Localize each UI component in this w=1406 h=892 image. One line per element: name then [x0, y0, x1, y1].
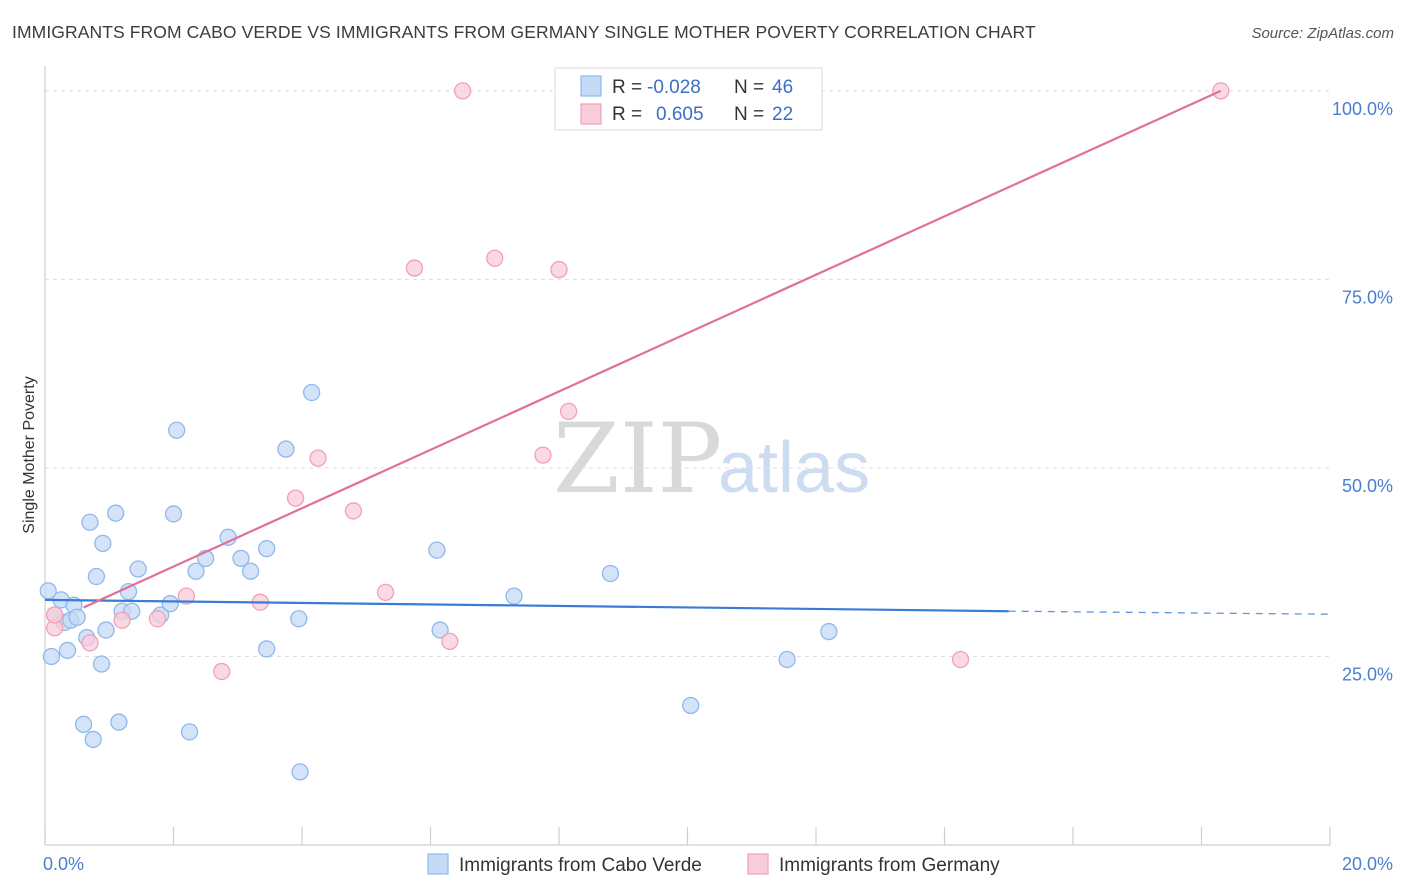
x-tick-labels: 0.0% 20.0% — [43, 854, 1393, 874]
point-series0-5 — [58, 641, 77, 660]
bottom-legend-label-cabo-verde: Immigrants from Cabo Verde — [459, 855, 702, 876]
y-tick-labels: 25.0% 50.0% 75.0% 100.0% — [1332, 99, 1393, 685]
chart-title: IMMIGRANTS FROM CABO VERDE VS IMMIGRANTS… — [12, 22, 1036, 42]
point-series1-11 — [376, 583, 395, 602]
legend-n-label-1: N = — [734, 77, 764, 98]
point-series1-13 — [441, 632, 459, 651]
point-series1-4 — [148, 610, 167, 628]
point-series0-36 — [290, 610, 308, 628]
legend-n-label-2: N = — [734, 104, 764, 125]
point-series0-27 — [180, 723, 199, 741]
trend-line-germany — [83, 89, 1222, 609]
point-series0-14 — [92, 655, 111, 673]
y-tick-label-1: 50.0% — [1342, 476, 1393, 496]
point-series0-35 — [277, 440, 295, 458]
point-series0-28 — [187, 562, 205, 580]
point-series0-24 — [161, 595, 179, 613]
point-series1-14 — [453, 82, 472, 100]
point-series0-16 — [97, 621, 115, 639]
point-series0-8 — [68, 608, 86, 626]
y-tick-label-0: 25.0% — [1342, 664, 1393, 684]
point-series1-3 — [113, 611, 131, 629]
point-series1-20 — [951, 650, 970, 669]
point-series0-17 — [107, 504, 125, 522]
x-tick-label-0: 0.0% — [43, 854, 84, 874]
point-series1-9 — [309, 449, 327, 467]
point-series0-26 — [168, 421, 186, 439]
point-series0-38 — [302, 383, 321, 402]
y-axis-label: Single Mother Poverty — [21, 376, 38, 533]
source-label: Source: ZipAtlas.com — [1251, 25, 1394, 42]
point-series0-40 — [431, 621, 449, 639]
trend-line-cabo-verde — [44, 598, 1009, 613]
legend-r-value-1: -0.028 — [647, 77, 701, 98]
point-series1-1 — [45, 606, 64, 624]
point-series1-12 — [405, 259, 424, 277]
point-series0-34 — [258, 539, 276, 558]
legend-box: R = -0.028 N = 46 R = 0.605 N = 22 — [554, 67, 823, 131]
data-points — [39, 82, 1230, 781]
watermark: ZIP atlas — [553, 403, 870, 515]
point-series0-22 — [129, 560, 147, 578]
legend-r-label-2: R = — [612, 104, 642, 125]
point-series0-12 — [84, 730, 102, 749]
point-series1-18 — [559, 402, 578, 421]
watermark-atlas: atlas — [718, 428, 870, 508]
axes — [44, 66, 1331, 846]
point-series1-10 — [344, 502, 363, 520]
trend-line-cabo-verde-extension — [1008, 610, 1331, 615]
bottom-legend: Immigrants from Cabo Verde Immigrants fr… — [427, 853, 1000, 876]
x-tick-label-1: 20.0% — [1342, 854, 1393, 874]
point-series0-9 — [74, 715, 93, 733]
bottom-legend-label-germany: Immigrants from Germany — [779, 855, 1000, 876]
point-series0-44 — [778, 650, 796, 669]
legend-swatch-cabo-verde — [580, 75, 602, 97]
point-series0-18 — [110, 713, 128, 731]
bottom-legend-swatch-cabo-verde — [427, 853, 449, 875]
point-series1-5 — [177, 587, 196, 605]
watermark-zip: ZIP — [553, 403, 722, 515]
point-series0-15 — [94, 534, 112, 552]
point-series0-31 — [232, 549, 250, 568]
point-series0-33 — [258, 640, 276, 658]
point-series0-41 — [505, 587, 523, 605]
trend-lines — [44, 89, 1331, 615]
point-series0-13 — [87, 567, 106, 586]
point-series0-11 — [81, 513, 99, 531]
legend-r-label-1: R = — [612, 77, 642, 98]
point-series0-1 — [42, 647, 61, 666]
point-series1-6 — [213, 662, 231, 681]
point-series0-25 — [164, 505, 183, 523]
y-tick-label-2: 75.0% — [1342, 287, 1393, 307]
point-series1-15 — [486, 249, 504, 267]
legend-r-value-2: 0.605 — [656, 104, 704, 125]
point-series0-32 — [241, 562, 260, 580]
point-series0-43 — [682, 696, 700, 715]
point-series0-39 — [428, 541, 446, 559]
grid-lines — [45, 90, 1330, 657]
legend-n-value-1: 46 — [772, 77, 793, 98]
legend-swatch-germany — [580, 103, 602, 125]
point-series1-16 — [534, 446, 552, 464]
legend-n-value-2: 22 — [772, 104, 793, 125]
bottom-legend-swatch-germany — [747, 853, 769, 875]
point-series1-17 — [550, 260, 568, 279]
y-tick-label-3: 100.0% — [1332, 99, 1393, 119]
point-series0-42 — [601, 564, 620, 583]
point-series0-45 — [820, 622, 838, 641]
point-series1-8 — [286, 489, 305, 507]
point-series0-37 — [291, 763, 309, 781]
point-series1-2 — [81, 634, 99, 652]
